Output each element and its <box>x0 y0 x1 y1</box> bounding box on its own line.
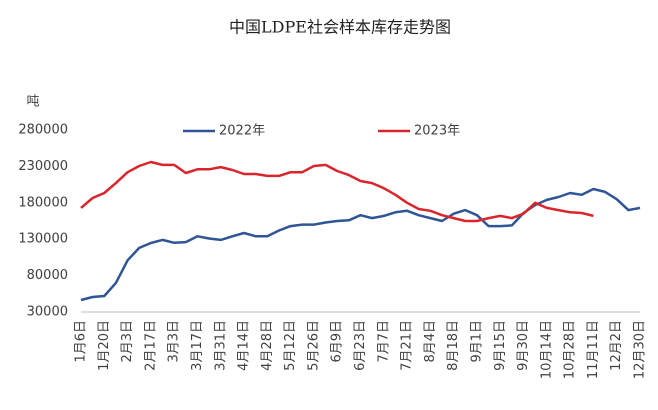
x-tick-label: 7月21日 <box>400 320 415 371</box>
x-tick-label: 5月26日 <box>306 320 321 371</box>
x-tick-label: 8月18日 <box>446 320 461 371</box>
y-tick-label: 280000 <box>18 123 68 138</box>
x-tick-label: 10月28日 <box>563 320 578 379</box>
x-tick-label: 2月17日 <box>143 320 158 371</box>
x-tick-label: 11月11日 <box>586 320 601 379</box>
legend-label: 2023年 <box>414 124 460 139</box>
x-tick-label: 4月14日 <box>237 320 252 371</box>
x-tick-label: 9月30日 <box>516 320 531 371</box>
x-tick-label: 12月2日 <box>609 320 624 371</box>
y-tick-label: 180000 <box>18 195 68 210</box>
y-tick-label: 130000 <box>18 232 68 247</box>
x-tick-label: 1月20日 <box>97 320 112 371</box>
x-tick-label: 3月17日 <box>190 320 205 371</box>
y-tick-label: 230000 <box>18 159 68 174</box>
y-axis-label: 吨 <box>26 95 39 110</box>
x-tick-label: 12月30日 <box>633 320 648 379</box>
x-tick-label: 5月12日 <box>283 320 298 371</box>
x-tick-label: 6月9日 <box>330 320 345 363</box>
x-tick-label: 8月4日 <box>423 320 438 363</box>
x-tick-label: 6月23日 <box>353 320 368 371</box>
legend-label: 2022年 <box>219 124 265 139</box>
x-tick-label: 9月1日 <box>469 320 484 363</box>
x-tick-label: 7月7日 <box>376 320 391 363</box>
x-tick-label: 2月3日 <box>120 320 135 363</box>
y-tick-label: 30000 <box>27 305 68 320</box>
x-tick-label: 9月15日 <box>493 320 508 371</box>
series-line <box>80 187 641 302</box>
series-line <box>80 160 594 223</box>
x-tick-label: 10月14日 <box>539 320 554 379</box>
x-tick-label: 3月3日 <box>167 320 182 363</box>
x-tick-label: 1月6日 <box>74 320 89 363</box>
y-tick-label: 80000 <box>27 268 68 283</box>
x-tick-label: 3月31日 <box>213 320 228 371</box>
chart-title: 中国LDPE社会样本库存走势图 <box>229 18 451 37</box>
x-tick-label: 4月28日 <box>260 320 275 371</box>
